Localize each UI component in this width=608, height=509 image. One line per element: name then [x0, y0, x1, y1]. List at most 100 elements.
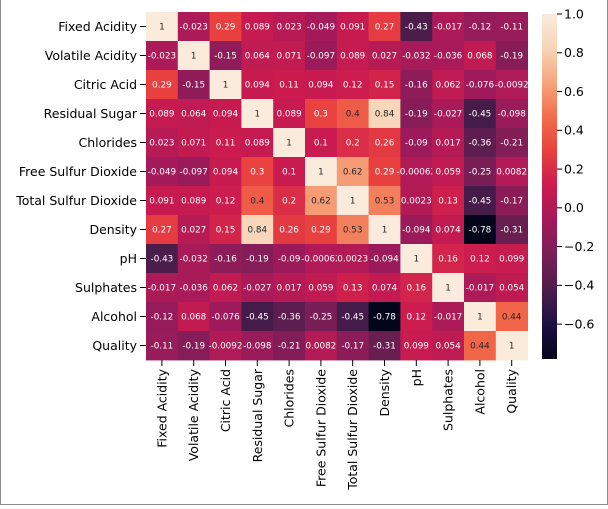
cell-value-label: 0.44: [502, 313, 522, 323]
heatmap-cell-citric-acid-chlorides: [273, 70, 306, 100]
heatmap-cell-residual-sugar-citric-acid: [209, 99, 242, 129]
heatmap-cell-total-sulfur-dioxide-ph: [400, 186, 433, 216]
heatmap-cell-alcohol-citric-acid: [209, 302, 242, 332]
cell-value-label: -0.16: [214, 255, 237, 265]
heatmap-cell-ph-alcohol: [464, 244, 497, 274]
cell-value-label: 0.4: [346, 110, 360, 120]
heatmap-cell-sulphates-fixed-acidity: [146, 273, 179, 303]
colorbar-tick-label: 0.0: [564, 200, 584, 215]
cell-value-label: 1: [286, 139, 292, 149]
cell-value-label: -0.036: [434, 52, 463, 62]
x-tick-label-free-sulfur-dioxide: Free Sulfur Dioxide: [313, 369, 328, 487]
cell-value-label: 0.12: [470, 255, 490, 265]
cell-value-label: -0.017: [148, 284, 176, 294]
y-tick-label-quality: Quality: [92, 338, 137, 353]
cell-value-label: 0.16: [407, 284, 427, 294]
heatmap-cell-free-sulfur-dioxide-alcohol: [464, 157, 497, 187]
cell-value-label: 0.15: [375, 81, 395, 91]
cell-value-label: -0.45: [246, 313, 269, 323]
heatmap-cell-fixed-acidity-citric-acid: [209, 12, 242, 42]
cell-value-label: 0.091: [340, 23, 365, 33]
cell-value-label: 0.099: [499, 255, 524, 265]
cell-value-label: 0.27: [375, 23, 395, 33]
heatmap-cell-fixed-acidity-alcohol: [464, 12, 497, 42]
heatmap-cell-alcohol-fixed-acidity: [146, 302, 179, 332]
heatmap-cell-free-sulfur-dioxide-volatile-acidity: [177, 157, 210, 187]
x-tick-label-ph: pH: [409, 369, 424, 386]
cell-value-label: 1: [413, 255, 419, 265]
heatmap-cell-chlorides-chlorides: [273, 128, 306, 158]
cell-value-label: 0.29: [152, 81, 172, 91]
cell-value-label: -0.21: [278, 342, 301, 352]
cell-value-label: 0.84: [248, 226, 268, 236]
cell-value-label: 0.0082: [496, 168, 527, 178]
heatmap-cell-volatile-acidity-sulphates: [432, 41, 465, 71]
cell-value-label: 0.84: [375, 110, 395, 120]
cell-value-label: -0.45: [341, 313, 364, 323]
cell-value-label: 0.023: [149, 139, 174, 149]
heatmap-cell-fixed-acidity-total-sulfur-dioxide: [336, 12, 369, 42]
cell-value-label: -0.017: [434, 313, 462, 323]
heatmap-cell-alcohol-total-sulfur-dioxide: [336, 302, 369, 332]
cell-value-label: 1: [159, 23, 165, 33]
cell-value-label: 1: [509, 342, 515, 352]
cell-value-label: -0.19: [405, 110, 428, 120]
heatmap-cell-ph-sulphates: [432, 244, 465, 274]
heatmap-cell-residual-sugar-quality: [495, 99, 528, 129]
heatmap-cell-quality-free-sulfur-dioxide: [305, 331, 338, 361]
cell-value-label: 0.11: [279, 81, 299, 91]
heatmap-cell-volatile-acidity-fixed-acidity: [146, 41, 179, 71]
cell-value-label: -0.094: [402, 226, 431, 236]
cell-value-label: 0.071: [181, 139, 206, 149]
heatmap-cell-citric-acid-free-sulfur-dioxide: [305, 70, 338, 100]
cell-value-label: 0.11: [216, 139, 236, 149]
heatmap-cell-residual-sugar-residual-sugar: [241, 99, 274, 129]
heatmap-cell-sulphates-alcohol: [464, 273, 497, 303]
heatmap-cell-free-sulfur-dioxide-total-sulfur-dioxide: [336, 157, 369, 187]
cell-value-label: -0.097: [180, 168, 208, 178]
heatmap-cell-quality-total-sulfur-dioxide: [336, 331, 369, 361]
heatmap-cell-chlorides-alcohol: [464, 128, 497, 158]
heatmap-cell-fixed-acidity-quality: [495, 12, 528, 42]
heatmap-cell-citric-acid-ph: [400, 70, 433, 100]
heatmap-cell-density-fixed-acidity: [146, 215, 179, 245]
heatmap-cell-citric-acid-volatile-acidity: [177, 70, 210, 100]
cell-value-label: 0.26: [375, 139, 395, 149]
heatmap-cell-total-sulfur-dioxide-free-sulfur-dioxide: [305, 186, 338, 216]
cell-value-label: -0.25: [469, 168, 492, 178]
heatmap-cell-quality-volatile-acidity: [177, 331, 210, 361]
heatmap-cell-chlorides-quality: [495, 128, 528, 158]
heatmap-cell-fixed-acidity-free-sulfur-dioxide: [305, 12, 338, 42]
heatmap-cell-ph-citric-acid: [209, 244, 242, 274]
heatmap-cell-ph-quality: [495, 244, 528, 274]
heatmap-cell-fixed-acidity-density: [368, 12, 401, 42]
cell-value-label: -0.16: [405, 81, 428, 91]
heatmap-cell-free-sulfur-dioxide-density: [368, 157, 401, 187]
heatmap-cell-density-sulphates: [432, 215, 465, 245]
heatmap-cell-quality-sulphates: [432, 331, 465, 361]
cell-value-label: -0.0092: [209, 342, 243, 352]
cell-value-label: 1: [477, 313, 483, 323]
heatmap-cell-residual-sugar-sulphates: [432, 99, 465, 129]
cell-value-label: 0.2: [346, 139, 360, 149]
y-tick-label-citric-acid: Citric Acid: [74, 77, 137, 92]
heatmap-cell-quality-alcohol: [464, 331, 497, 361]
cell-value-label: 0.0023: [337, 255, 368, 265]
heatmap-cell-chlorides-ph: [400, 128, 433, 158]
cell-value-label: 0.16: [438, 255, 458, 265]
cell-value-label: -0.19: [500, 52, 523, 62]
cell-value-label: 1: [318, 168, 324, 178]
y-tick-label-volatile-acidity: Volatile Acidity: [45, 48, 138, 63]
heatmap-cell-volatile-acidity-citric-acid: [209, 41, 242, 71]
heatmap-cell-chlorides-volatile-acidity: [177, 128, 210, 158]
heatmap-cell-citric-acid-alcohol: [464, 70, 497, 100]
cell-value-label: 0.26: [279, 226, 299, 236]
heatmap-cell-fixed-acidity-residual-sugar: [241, 12, 274, 42]
x-tick-label-quality: Quality: [504, 368, 519, 413]
colorbar-tick-label: −0.4: [564, 278, 594, 293]
heatmap-cell-free-sulfur-dioxide-sulphates: [432, 157, 465, 187]
heatmap-cell-ph-total-sulfur-dioxide: [336, 244, 369, 274]
heatmap-cell-sulphates-density: [368, 273, 401, 303]
heatmap-cell-fixed-acidity-ph: [400, 12, 433, 42]
heatmap-cell-quality-quality: [495, 331, 528, 361]
